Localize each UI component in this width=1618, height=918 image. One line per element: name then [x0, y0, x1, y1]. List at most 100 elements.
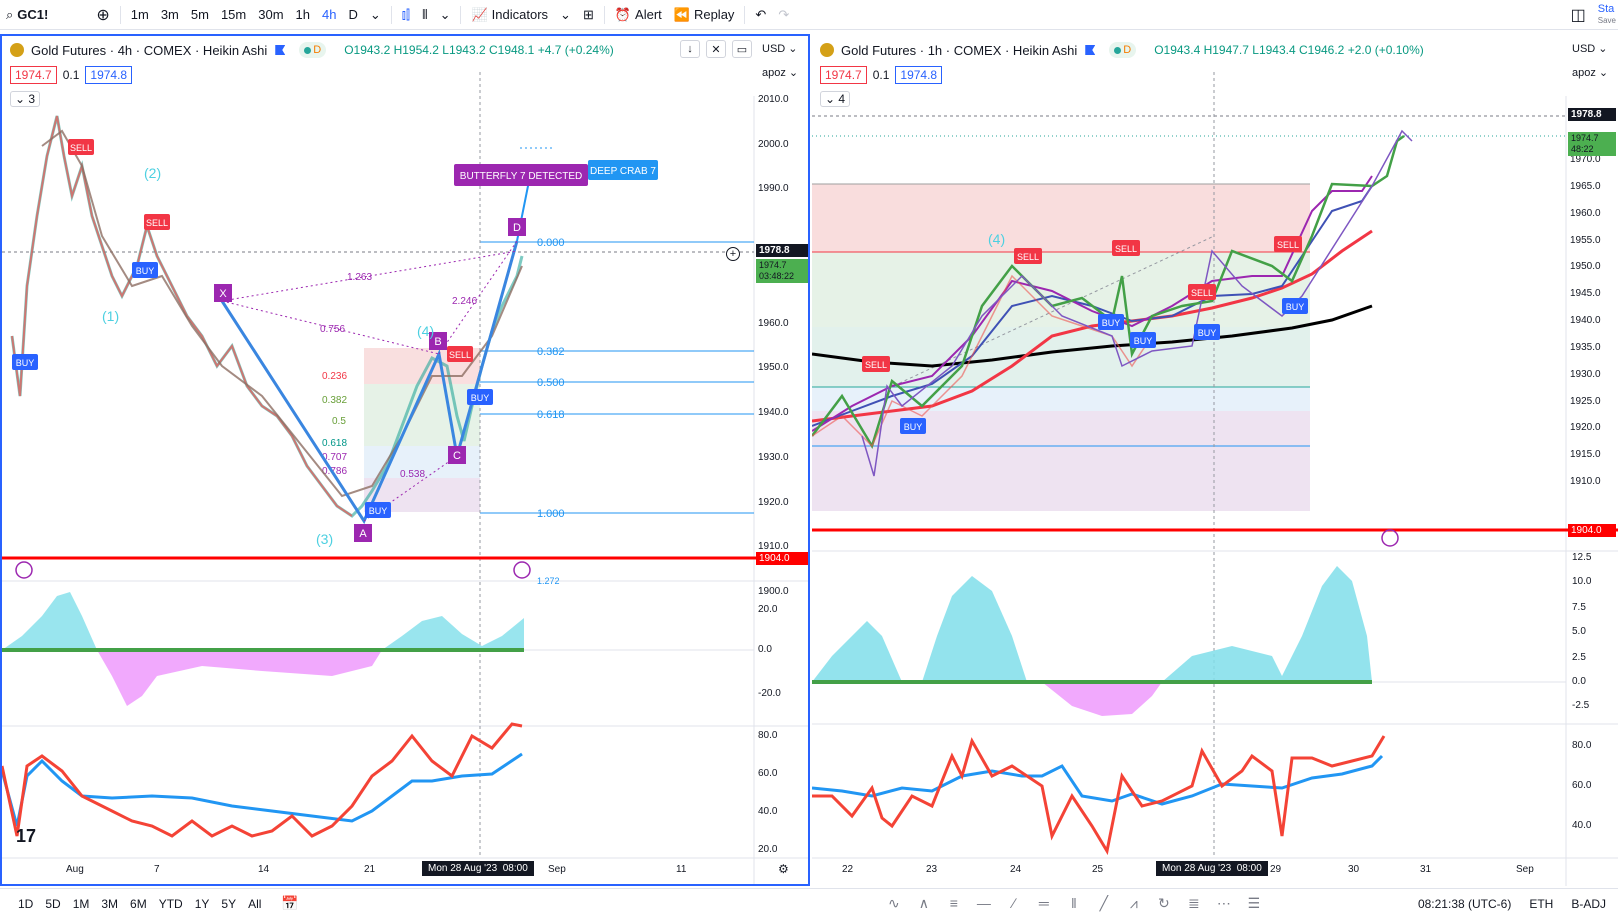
scale-select[interactable]: apoz ⌄ [1572, 67, 1609, 79]
adjustment-toggle[interactable]: B-ADJ [1571, 896, 1606, 911]
gann-tool-icon[interactable]: ☰ [1247, 895, 1261, 911]
range-5y[interactable]: 5Y [221, 896, 237, 911]
buy-signal[interactable]: BUY [1130, 332, 1156, 348]
timeframe-dropdown[interactable]: ⌄ [364, 0, 387, 30]
ask-price[interactable]: 1974.8 [85, 66, 133, 84]
trend-tool-icon[interactable]: ╱ [1099, 895, 1109, 911]
deep-crab-label[interactable]: DEEP CRAB 7 [588, 160, 658, 180]
symbol-search[interactable]: ⌕ GC1! [0, 0, 54, 30]
chart-title[interactable]: Gold Futures · 1h · COMEX · Heikin Ashi [841, 42, 1078, 58]
bid-price[interactable]: 1974.7 [820, 66, 867, 84]
channel-tool-icon[interactable]: ≣ [1187, 895, 1200, 911]
point-d[interactable]: D [508, 218, 526, 236]
ask-price[interactable]: 1974.8 [895, 66, 943, 84]
lightning-icon[interactable] [513, 561, 531, 579]
market-status[interactable]: D [1109, 42, 1137, 58]
timeframe-30m[interactable]: 30m [258, 7, 284, 22]
add-alert-icon[interactable]: + [726, 247, 740, 261]
range-1d[interactable]: 1D [18, 896, 34, 911]
timeframe-4h[interactable]: 4h [322, 7, 337, 22]
timeframe-5m[interactable]: 5m [190, 7, 209, 22]
buy-signal[interactable]: BUY [1282, 298, 1308, 314]
range-5d[interactable]: 5D [45, 896, 61, 911]
price-axis[interactable]: 2010.02000.01990.01970.01960.01950.01940… [756, 94, 808, 856]
pattern-tool-icon[interactable]: ⩘ [1129, 895, 1138, 911]
lightning-icon[interactable] [1381, 529, 1399, 547]
buy-signal[interactable]: BUY [900, 418, 926, 434]
indicators-dropdown[interactable]: ⌄ [554, 0, 577, 30]
timeframe-15m[interactable]: 15m [220, 7, 247, 22]
wave-tool-icon[interactable]: ∿ [887, 895, 900, 911]
chart-type-dropdown[interactable]: ⌄ [434, 0, 457, 30]
fullscreen-button[interactable]: ◫ [1565, 0, 1592, 30]
line-tool-icon[interactable]: — [976, 895, 991, 911]
point-x[interactable]: X [214, 284, 232, 302]
bar-style-button[interactable]: ⫾⫿ [396, 0, 416, 30]
point-b[interactable]: B [429, 332, 447, 350]
compare-symbol-button[interactable]: ⊕ [90, 0, 115, 30]
range-ytd[interactable]: YTD [158, 896, 183, 911]
sell-signal[interactable]: SELL [68, 139, 94, 155]
chart-title[interactable]: Gold Futures · 4h · COMEX · Heikin Ashi [31, 42, 268, 58]
timeframe-d[interactable]: D [348, 7, 358, 22]
chart-type-button[interactable]: ⫴ [416, 0, 433, 30]
chart-pane-4h[interactable]: Gold Futures · 4h · COMEX · Heikin Ashi … [0, 34, 810, 886]
clock[interactable]: 08:21:38 (UTC-6) [1417, 896, 1512, 911]
buy-signal[interactable]: BUY [1194, 324, 1220, 340]
measure-tool-icon[interactable]: ⋯ [1216, 895, 1231, 911]
buy-signal[interactable]: BUY [1098, 314, 1124, 330]
bid-price[interactable]: 1974.7 [10, 66, 57, 84]
buy-signal[interactable]: BUY [365, 502, 391, 518]
point-a[interactable]: A [354, 524, 372, 542]
flag-icon[interactable] [275, 45, 286, 55]
timeframe-1h[interactable]: 1h [295, 7, 310, 22]
close-icon[interactable]: ✕ [706, 40, 726, 58]
market-status[interactable]: D [299, 42, 327, 58]
path-tool-icon[interactable]: ∕ [1012, 895, 1016, 911]
timeframe-1m[interactable]: 1m [130, 7, 149, 22]
sell-signal[interactable]: SELL [862, 356, 890, 372]
redo-button[interactable]: ↷ [772, 0, 795, 30]
sell-signal[interactable]: SELL [1112, 240, 1140, 256]
sell-signal[interactable]: SELL [1274, 236, 1302, 252]
point-c[interactable]: C [448, 446, 466, 464]
sell-signal[interactable]: SELL [1188, 284, 1216, 300]
bars-tool-icon[interactable]: ‖ [1070, 895, 1077, 911]
range-all[interactable]: All [248, 896, 262, 911]
arrow-down-icon[interactable]: ↓ [680, 40, 700, 58]
range-3m[interactable]: 3M [101, 896, 119, 911]
scale-select[interactable]: apoz ⌄ [762, 67, 799, 79]
maximize-icon[interactable]: ▭ [732, 40, 752, 58]
buy-signal[interactable]: BUY [467, 389, 493, 405]
buy-signal[interactable]: BUY [12, 354, 38, 370]
fib-tool-icon[interactable]: ≡ [949, 895, 958, 911]
range-tool-icon[interactable]: ═ [1038, 895, 1049, 911]
butterfly-label[interactable]: BUTTERFLY 7 DETECTED [454, 164, 588, 186]
alert-button[interactable]: ⏰ Alert [609, 0, 668, 30]
price-axis[interactable]: 1970.0 1965.0 1960.0 1955.0 1950.0 1945.0 1940… [1568, 96, 1618, 856]
collapse-indicators-button[interactable]: ⌄ 4 [820, 91, 851, 107]
currency-select[interactable]: USD ⌄ [1572, 43, 1608, 55]
layout-button[interactable]: ⊞ [577, 0, 600, 30]
replay-marker-icon[interactable] [15, 561, 33, 579]
session-toggle[interactable]: ETH [1529, 896, 1554, 911]
cycle-tool-icon[interactable]: ↻ [1157, 895, 1170, 911]
indicators-button[interactable]: 📈 Indicators [465, 0, 554, 30]
currency-select[interactable]: USD ⌄ [762, 43, 798, 55]
timeframe-3m[interactable]: 3m [160, 7, 179, 22]
date-range-icon[interactable]: 📅 [281, 895, 299, 911]
range-1y[interactable]: 1Y [194, 896, 210, 911]
settings-icon[interactable]: ⚙ [778, 862, 789, 876]
range-6m[interactable]: 6M [130, 896, 147, 911]
sell-signal[interactable]: SELL [447, 346, 473, 362]
buy-signal[interactable]: BUY [132, 262, 158, 278]
abc-tool-icon[interactable]: ∧ [918, 895, 929, 911]
collapse-indicators-button[interactable]: ⌄ 3 [10, 91, 41, 107]
flag-icon[interactable] [1085, 45, 1096, 55]
range-1m[interactable]: 1M [72, 896, 90, 911]
replay-button[interactable]: ⏪ Replay [668, 0, 741, 30]
chart-pane-1h[interactable]: Gold Futures · 1h · COMEX · Heikin Ashi … [812, 36, 1618, 886]
sell-signal[interactable]: SELL [1014, 248, 1042, 264]
undo-button[interactable]: ↶ [749, 0, 772, 30]
start-button[interactable]: Sta Save [1592, 0, 1618, 30]
